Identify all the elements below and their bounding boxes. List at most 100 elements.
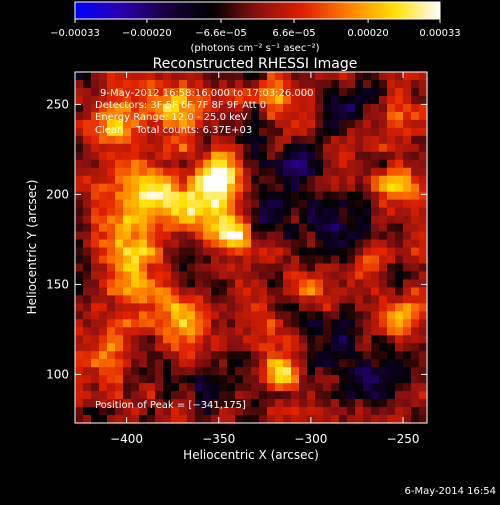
heatmap-cell xyxy=(179,143,188,153)
heatmap-cell xyxy=(115,207,124,217)
heatmap-cell xyxy=(307,343,316,352)
heatmap-cell xyxy=(147,295,156,304)
heatmap-cell xyxy=(251,391,260,400)
heatmap-cell xyxy=(179,111,188,121)
heatmap-cell xyxy=(259,199,268,209)
heatmap-cell xyxy=(339,151,348,161)
heatmap-cell xyxy=(403,319,412,328)
heatmap-cell xyxy=(331,223,340,233)
heatmap-cell xyxy=(107,231,116,241)
heatmap-cell xyxy=(379,311,388,320)
heatmap-cell xyxy=(131,72,140,81)
heatmap-cell xyxy=(155,215,164,225)
heatmap-cell xyxy=(307,167,316,177)
heatmap-cell xyxy=(139,247,148,257)
heatmap-cell xyxy=(371,359,380,368)
heatmap-cell xyxy=(355,247,364,257)
heatmap-cell xyxy=(267,383,276,392)
heatmap-cell xyxy=(139,367,148,376)
heatmap-cell xyxy=(419,255,428,265)
heatmap-cell xyxy=(83,151,92,161)
heatmap-cell xyxy=(139,103,148,113)
heatmap-cell xyxy=(115,367,124,376)
heatmap-cell xyxy=(395,367,404,376)
heatmap-cell xyxy=(387,215,396,225)
heatmap-cell xyxy=(259,207,268,217)
heatmap-cell xyxy=(115,199,124,209)
heatmap-cell xyxy=(155,167,164,177)
heatmap-cell xyxy=(267,183,276,193)
heatmap-cell xyxy=(275,319,284,328)
heatmap-cell xyxy=(371,263,380,273)
heatmap-cell xyxy=(347,335,356,344)
heatmap-cell xyxy=(163,239,172,249)
heatmap-cell xyxy=(123,295,132,304)
heatmap-cell xyxy=(283,279,292,288)
heatmap-cell xyxy=(403,407,412,416)
heatmap-cell xyxy=(259,175,268,185)
heatmap-cell xyxy=(155,87,164,97)
heatmap-cell xyxy=(395,111,404,121)
heatmap-cell xyxy=(171,399,180,408)
heatmap-cell xyxy=(411,319,420,328)
heatmap-cell xyxy=(323,119,332,129)
heatmap-cell xyxy=(211,151,220,161)
heatmap-cell xyxy=(91,159,100,169)
heatmap-cell xyxy=(211,311,220,320)
heatmap-cell xyxy=(379,183,388,193)
heatmap-cell xyxy=(291,231,300,241)
heatmap-cell xyxy=(307,287,316,296)
heatmap-cell xyxy=(411,303,420,312)
heatmap-cell xyxy=(147,167,156,177)
heatmap-cell xyxy=(403,311,412,320)
heatmap-cell xyxy=(123,231,132,241)
heatmap-cell xyxy=(371,271,380,281)
heatmap-cell xyxy=(155,183,164,193)
heatmap-cell xyxy=(251,111,260,121)
heatmap-cell xyxy=(419,311,428,320)
heatmap-cell xyxy=(203,343,212,352)
heatmap-cell xyxy=(123,239,132,249)
heatmap-cell xyxy=(147,287,156,296)
heatmap-cell xyxy=(315,327,324,336)
heatmap-cell xyxy=(155,255,164,265)
heatmap-cell xyxy=(331,367,340,376)
heatmap-cell xyxy=(379,231,388,241)
heatmap-cell xyxy=(259,79,268,89)
heatmap-cell xyxy=(251,343,260,352)
heatmap-cell xyxy=(291,319,300,328)
heatmap-cell xyxy=(211,103,220,113)
heatmap-cell xyxy=(235,231,244,241)
heatmap-cell xyxy=(291,335,300,344)
heatmap-cell xyxy=(403,191,412,201)
heatmap-cell xyxy=(171,367,180,376)
heatmap-cell xyxy=(259,215,268,225)
heatmap-cell xyxy=(339,279,348,288)
heatmap-cell xyxy=(99,255,108,265)
heatmap-cell xyxy=(75,127,84,137)
heatmap-cell xyxy=(83,159,92,169)
heatmap-cell xyxy=(139,279,148,288)
heatmap-cell xyxy=(219,327,228,336)
heatmap-cell xyxy=(355,215,364,225)
heatmap-cell xyxy=(235,119,244,129)
heatmap-cell xyxy=(347,383,356,392)
heatmap-cell xyxy=(203,279,212,288)
heatmap-cell xyxy=(411,79,420,89)
heatmap-cell xyxy=(147,215,156,225)
heatmap-cell xyxy=(211,391,220,400)
heatmap-cell xyxy=(147,239,156,249)
heatmap-cell xyxy=(371,223,380,233)
heatmap-cell xyxy=(219,279,228,288)
heatmap-cell xyxy=(291,287,300,296)
heatmap-cell xyxy=(323,143,332,153)
heatmap-cell xyxy=(187,167,196,177)
heatmap-cell xyxy=(227,319,236,328)
heatmap-cell xyxy=(355,367,364,376)
heatmap-cell xyxy=(395,311,404,320)
heatmap-cell xyxy=(403,351,412,360)
heatmap-cell xyxy=(363,223,372,233)
heatmap-cell xyxy=(387,327,396,336)
heatmap-cell xyxy=(211,183,220,193)
heatmap-cell xyxy=(219,415,228,424)
